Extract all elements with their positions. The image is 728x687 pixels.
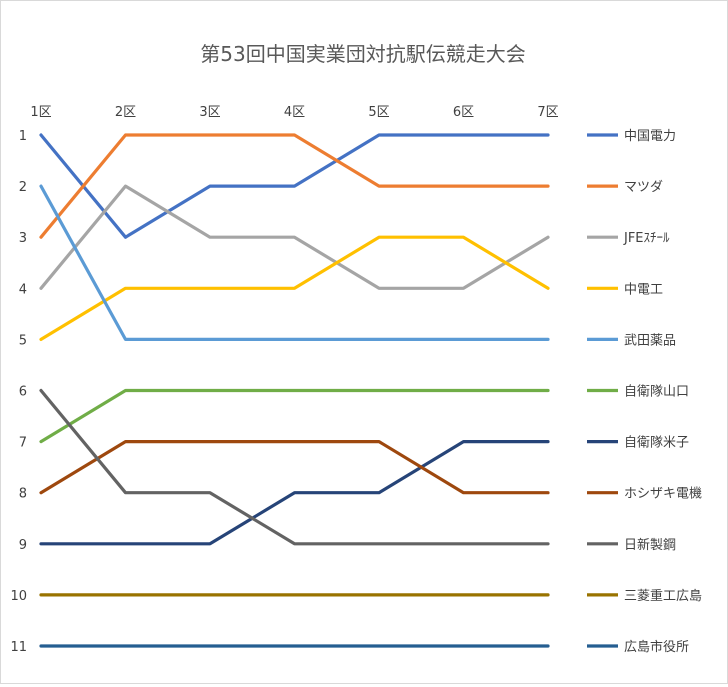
series-line bbox=[39, 388, 550, 546]
series-line bbox=[39, 133, 550, 239]
legend-item: 中国電力 bbox=[587, 129, 676, 144]
series-line bbox=[39, 235, 550, 341]
y-tick-label: 9 bbox=[19, 538, 27, 553]
series-line bbox=[39, 440, 550, 495]
legend-item: 日新製鋼 bbox=[587, 537, 676, 553]
series-line bbox=[39, 388, 550, 444]
legend-label: 武田薬品 bbox=[624, 333, 676, 348]
y-tick-label: 5 bbox=[19, 333, 27, 348]
y-tick-label: 4 bbox=[19, 282, 27, 297]
legend-label: 中電工 bbox=[624, 282, 663, 297]
chart-title: 第53回中国実業団対抗駅伝競走大会 bbox=[200, 42, 525, 66]
legend-item: 中電工 bbox=[587, 282, 663, 297]
legend-item: JFEｽﾁｰﾙ bbox=[587, 231, 670, 246]
legend-item: ホシザキ電機 bbox=[587, 487, 702, 502]
legend-item: 武田薬品 bbox=[587, 333, 676, 348]
x-tick-label: 3区 bbox=[199, 105, 220, 120]
legend-label: 自衛隊米子 bbox=[624, 435, 689, 451]
legend-item: 三菱重工広島 bbox=[587, 588, 702, 604]
y-tick-label: 8 bbox=[19, 487, 27, 502]
y-tick-label: 3 bbox=[19, 231, 27, 246]
legend-label: 中国電力 bbox=[624, 129, 676, 144]
legend-item: マツダ bbox=[587, 180, 663, 195]
series-lines bbox=[39, 133, 550, 648]
x-tick-label: 5区 bbox=[368, 105, 389, 120]
legend-item: 広島市役所 bbox=[587, 639, 689, 655]
x-axis-ticks: 1区 2区 3区 4区 5区 6区 7区 bbox=[30, 105, 558, 120]
legend-label: 自衛隊山口 bbox=[624, 384, 689, 400]
legend-label: 日新製鋼 bbox=[624, 537, 676, 553]
legend-label: 三菱重工広島 bbox=[624, 588, 702, 604]
legend-item: 自衛隊米子 bbox=[587, 435, 689, 451]
legend-label: 広島市役所 bbox=[624, 639, 689, 655]
series-line bbox=[39, 133, 550, 239]
y-tick-label: 2 bbox=[19, 180, 27, 195]
y-tick-label: 11 bbox=[10, 640, 27, 655]
x-tick-label: 2区 bbox=[115, 105, 136, 120]
y-tick-label: 1 bbox=[19, 129, 27, 144]
legend-item: 自衛隊山口 bbox=[587, 384, 689, 400]
series-line bbox=[39, 184, 550, 290]
y-tick-label: 6 bbox=[19, 385, 27, 400]
y-axis-ticks: 1 2 3 4 5 6 7 8 9 10 11 bbox=[10, 129, 27, 655]
legend-label: JFEｽﾁｰﾙ bbox=[623, 231, 670, 246]
y-tick-label: 10 bbox=[10, 589, 27, 604]
series-line bbox=[39, 184, 550, 341]
x-tick-label: 6区 bbox=[453, 105, 474, 120]
legend-label: マツダ bbox=[624, 180, 663, 195]
x-tick-label: 1区 bbox=[30, 105, 51, 120]
legend-label: ホシザキ電機 bbox=[624, 487, 702, 502]
series-line bbox=[39, 440, 550, 546]
x-tick-label: 4区 bbox=[284, 105, 305, 120]
y-tick-label: 7 bbox=[19, 436, 27, 451]
x-tick-label: 7区 bbox=[537, 105, 558, 120]
